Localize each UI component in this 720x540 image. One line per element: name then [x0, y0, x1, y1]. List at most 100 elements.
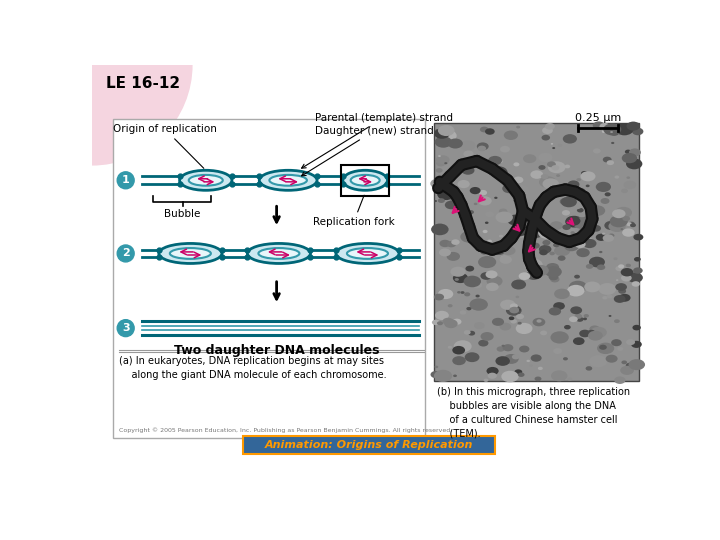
Ellipse shape	[595, 182, 611, 192]
Ellipse shape	[603, 234, 614, 242]
Ellipse shape	[612, 209, 626, 218]
Ellipse shape	[545, 266, 562, 278]
Ellipse shape	[616, 266, 624, 271]
Ellipse shape	[451, 267, 466, 277]
Ellipse shape	[502, 246, 516, 255]
Ellipse shape	[446, 252, 460, 261]
Ellipse shape	[459, 310, 467, 315]
Ellipse shape	[605, 192, 611, 197]
Ellipse shape	[535, 208, 544, 214]
Ellipse shape	[600, 198, 610, 204]
Ellipse shape	[434, 200, 437, 202]
Ellipse shape	[629, 148, 641, 157]
Ellipse shape	[477, 143, 489, 150]
Text: (a) In eukaryotes, DNA replication begins at may sites
    along the giant DNA m: (a) In eukaryotes, DNA replication begin…	[119, 356, 387, 380]
Ellipse shape	[548, 161, 566, 173]
Ellipse shape	[532, 265, 549, 276]
Ellipse shape	[626, 158, 642, 170]
Ellipse shape	[576, 317, 583, 322]
Ellipse shape	[464, 352, 480, 362]
Ellipse shape	[621, 268, 634, 276]
Ellipse shape	[513, 163, 519, 166]
Ellipse shape	[541, 135, 550, 140]
Ellipse shape	[499, 208, 508, 214]
Ellipse shape	[589, 355, 607, 367]
Ellipse shape	[531, 354, 541, 362]
Ellipse shape	[567, 377, 572, 381]
Ellipse shape	[500, 300, 516, 310]
Ellipse shape	[595, 234, 607, 241]
Ellipse shape	[564, 325, 571, 329]
Ellipse shape	[432, 320, 440, 325]
Ellipse shape	[526, 270, 541, 280]
Ellipse shape	[531, 242, 540, 249]
Ellipse shape	[549, 252, 555, 255]
Ellipse shape	[553, 348, 562, 354]
Ellipse shape	[582, 239, 596, 248]
Ellipse shape	[469, 187, 480, 194]
Ellipse shape	[540, 330, 547, 335]
Ellipse shape	[454, 278, 459, 281]
Ellipse shape	[439, 248, 451, 256]
Ellipse shape	[464, 275, 481, 287]
Ellipse shape	[500, 323, 511, 330]
Text: Replication fork: Replication fork	[312, 195, 395, 227]
Ellipse shape	[554, 289, 570, 299]
FancyBboxPatch shape	[113, 119, 426, 438]
Ellipse shape	[478, 256, 496, 268]
Ellipse shape	[542, 178, 559, 190]
Text: Copyright © 2005 Pearson Education, Inc. Publishing as Pearson Benjamin Cummings: Copyright © 2005 Pearson Education, Inc.…	[119, 427, 452, 433]
Ellipse shape	[463, 151, 474, 157]
Ellipse shape	[585, 185, 590, 187]
Ellipse shape	[588, 330, 595, 335]
Ellipse shape	[564, 165, 570, 168]
Ellipse shape	[511, 225, 528, 237]
Ellipse shape	[542, 240, 559, 252]
FancyBboxPatch shape	[434, 123, 639, 381]
Ellipse shape	[569, 281, 587, 293]
Ellipse shape	[626, 222, 632, 226]
Ellipse shape	[602, 130, 606, 133]
Ellipse shape	[547, 161, 556, 167]
Ellipse shape	[451, 326, 454, 328]
Ellipse shape	[485, 129, 495, 135]
Ellipse shape	[634, 257, 641, 261]
Ellipse shape	[579, 330, 590, 338]
Ellipse shape	[570, 306, 582, 314]
Text: Animation: Origins of Replication: Animation: Origins of Replication	[265, 440, 473, 450]
Ellipse shape	[518, 272, 530, 280]
Ellipse shape	[477, 146, 486, 151]
Ellipse shape	[529, 364, 533, 367]
Ellipse shape	[351, 175, 379, 186]
Ellipse shape	[553, 302, 565, 310]
Ellipse shape	[452, 319, 462, 325]
Ellipse shape	[189, 175, 222, 186]
Ellipse shape	[490, 166, 508, 178]
Ellipse shape	[546, 226, 549, 229]
Ellipse shape	[336, 244, 399, 264]
Ellipse shape	[501, 371, 518, 382]
Ellipse shape	[519, 346, 529, 353]
Ellipse shape	[602, 296, 608, 300]
Ellipse shape	[581, 171, 588, 176]
Ellipse shape	[599, 251, 603, 253]
Ellipse shape	[480, 249, 488, 254]
Ellipse shape	[526, 360, 530, 362]
Ellipse shape	[583, 318, 587, 320]
Ellipse shape	[159, 244, 222, 264]
Ellipse shape	[436, 129, 438, 131]
Ellipse shape	[593, 148, 600, 153]
Ellipse shape	[522, 215, 536, 225]
Circle shape	[117, 172, 134, 189]
Ellipse shape	[438, 198, 445, 203]
Ellipse shape	[603, 124, 621, 136]
Ellipse shape	[624, 181, 636, 189]
Ellipse shape	[435, 136, 452, 148]
Ellipse shape	[561, 197, 577, 207]
Ellipse shape	[562, 224, 571, 230]
Ellipse shape	[586, 264, 593, 269]
Text: Bubble: Bubble	[164, 209, 201, 219]
Ellipse shape	[542, 127, 553, 134]
Ellipse shape	[613, 295, 626, 303]
Ellipse shape	[495, 212, 513, 223]
